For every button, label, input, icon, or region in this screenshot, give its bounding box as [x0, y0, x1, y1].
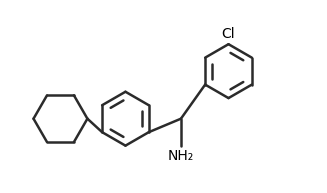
Text: NH₂: NH₂	[168, 149, 194, 163]
Text: Cl: Cl	[222, 27, 235, 41]
